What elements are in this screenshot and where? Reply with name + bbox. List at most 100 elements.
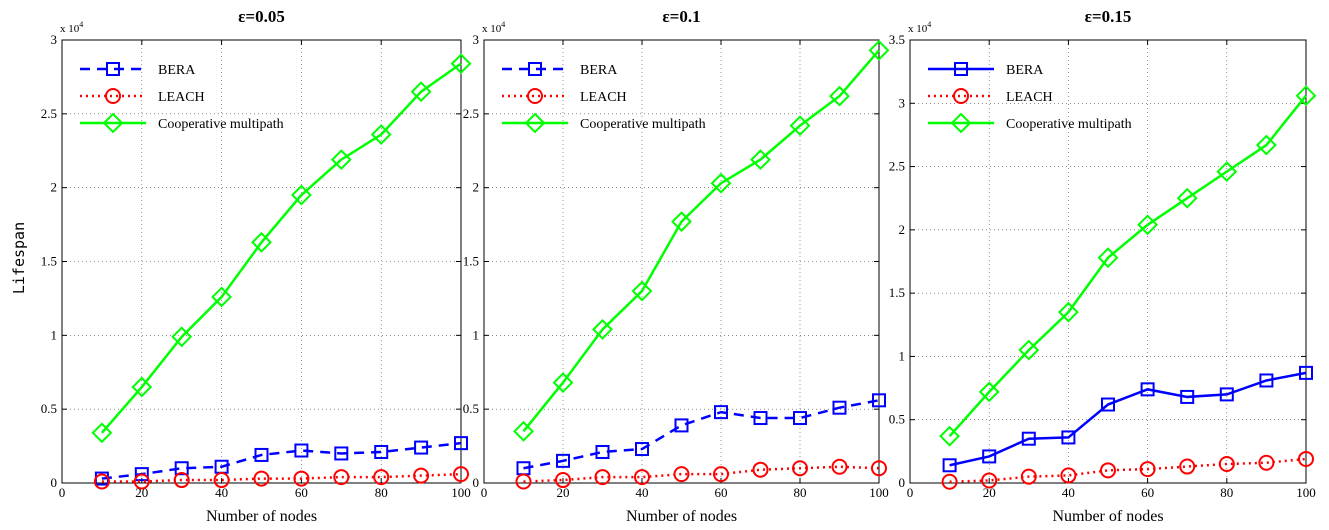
y-tick-label: 1.5 [41,254,57,269]
data-point [753,411,768,426]
x-tick-label: 60 [715,485,728,500]
x-tick-label: 100 [869,485,889,500]
data-point [1018,339,1040,361]
data-point [294,443,309,458]
data-point [714,405,728,420]
data-point [131,376,153,398]
y-multiplier-exponent: 4 [927,20,931,29]
x-axis-label: Number of nodes [626,508,737,525]
y-tick-label: 0 [473,475,480,490]
data-point [1057,301,1079,323]
legend-marker [954,62,968,76]
y-tick-label: 1 [473,327,480,342]
data-point [1255,134,1277,156]
data-point [792,460,808,477]
legend-label: LEACH [1006,90,1053,105]
data-point [674,418,689,433]
legend-label: LEACH [580,90,627,105]
data-point [1295,85,1317,107]
y-tick-label: 1.5 [889,285,905,300]
data-point [93,473,110,490]
y-tick-label: 2 [51,180,58,195]
x-tick-label: 0 [59,485,66,500]
x-tick-label: 100 [451,485,471,500]
x-tick-label: 80 [375,485,388,500]
y-tick-label: 0.5 [889,412,905,427]
y-tick-label: 3 [899,95,906,110]
data-point [1137,214,1159,236]
x-axis-label: Number of nodes [206,508,317,525]
data-point [171,326,193,348]
legend-label: Cooperative multipath [1006,117,1132,132]
series-cooperative-multipath [513,39,890,442]
data-point [1060,467,1077,484]
data-point [829,85,850,107]
y-tick-label: 1.5 [463,254,479,269]
chart-title: ε=0.05 [238,7,285,26]
data-point [334,446,349,461]
y-tick-label: 2 [899,222,906,237]
data-point [1298,450,1314,467]
data-point [414,440,429,455]
x-tick-label: 0 [907,485,914,500]
data-point [513,420,534,442]
data-point [1180,389,1195,404]
data-point [134,467,149,482]
y-tick-label: 3.5 [889,32,905,47]
data-point [982,449,997,464]
data-point [410,81,432,103]
legend-label: Cooperative multipath [580,117,706,132]
legend-marker [524,112,546,134]
series-line [100,62,462,434]
chart-panel-2: 0 20 40 60 80 100 0 0.5 1 1.5 2 2.5 3x 104 ε=0.1 Numbe… [463,7,890,525]
series-leach [93,466,469,490]
y-tick-label: 0.5 [463,401,479,416]
legend-marker [527,88,543,104]
data-point [1219,387,1234,402]
data-point [556,453,570,468]
data-point [251,231,272,253]
legend-label: BERA [158,63,196,78]
data-point [91,422,113,444]
data-point [595,444,610,459]
data-point [552,372,574,394]
y-axis-label: Lifespan [10,222,28,294]
x-tick-label: 80 [1220,485,1233,500]
data-point [939,425,961,447]
data-point [374,444,389,459]
legend: BERA LEACH Cooperative multipath [502,62,706,134]
data-point [330,149,352,171]
legend-marker [528,62,542,76]
x-tick-label: 60 [295,485,308,500]
data-point [450,53,472,75]
data-point [555,472,571,489]
data-point [515,473,532,490]
legend-marker [105,88,121,104]
data-point [1176,187,1198,209]
chart-panel-3: 0 20 40 60 80 100 0 0.5 1 1.5 2 2.5 3 3.5x 104 ε=0.15 N… [889,7,1317,525]
data-point [1259,373,1274,388]
y-tick-label: 3 [473,32,480,47]
x-axis-label: Number of nodes [1052,508,1163,525]
y-tick-label: 1 [51,327,58,342]
data-point [1100,462,1116,479]
data-point [413,467,430,484]
data-point [1299,365,1313,380]
y-tick-label: 0 [51,475,58,490]
data-point [453,466,469,483]
data-point [789,115,811,137]
legend-label: BERA [580,63,618,78]
x-tick-label: 60 [1141,485,1154,500]
data-point [1097,247,1119,269]
data-point [793,411,807,426]
legend-marker [106,62,120,76]
series-line [949,371,1307,467]
legend-marker [950,112,972,134]
series-cooperative-multipath [939,85,1317,447]
data-point [254,447,269,462]
x-tick-label: 100 [1296,485,1316,500]
series-cooperative-multipath [91,53,472,444]
data-point [1061,430,1076,445]
data-point [173,472,190,489]
data-point [872,393,886,408]
